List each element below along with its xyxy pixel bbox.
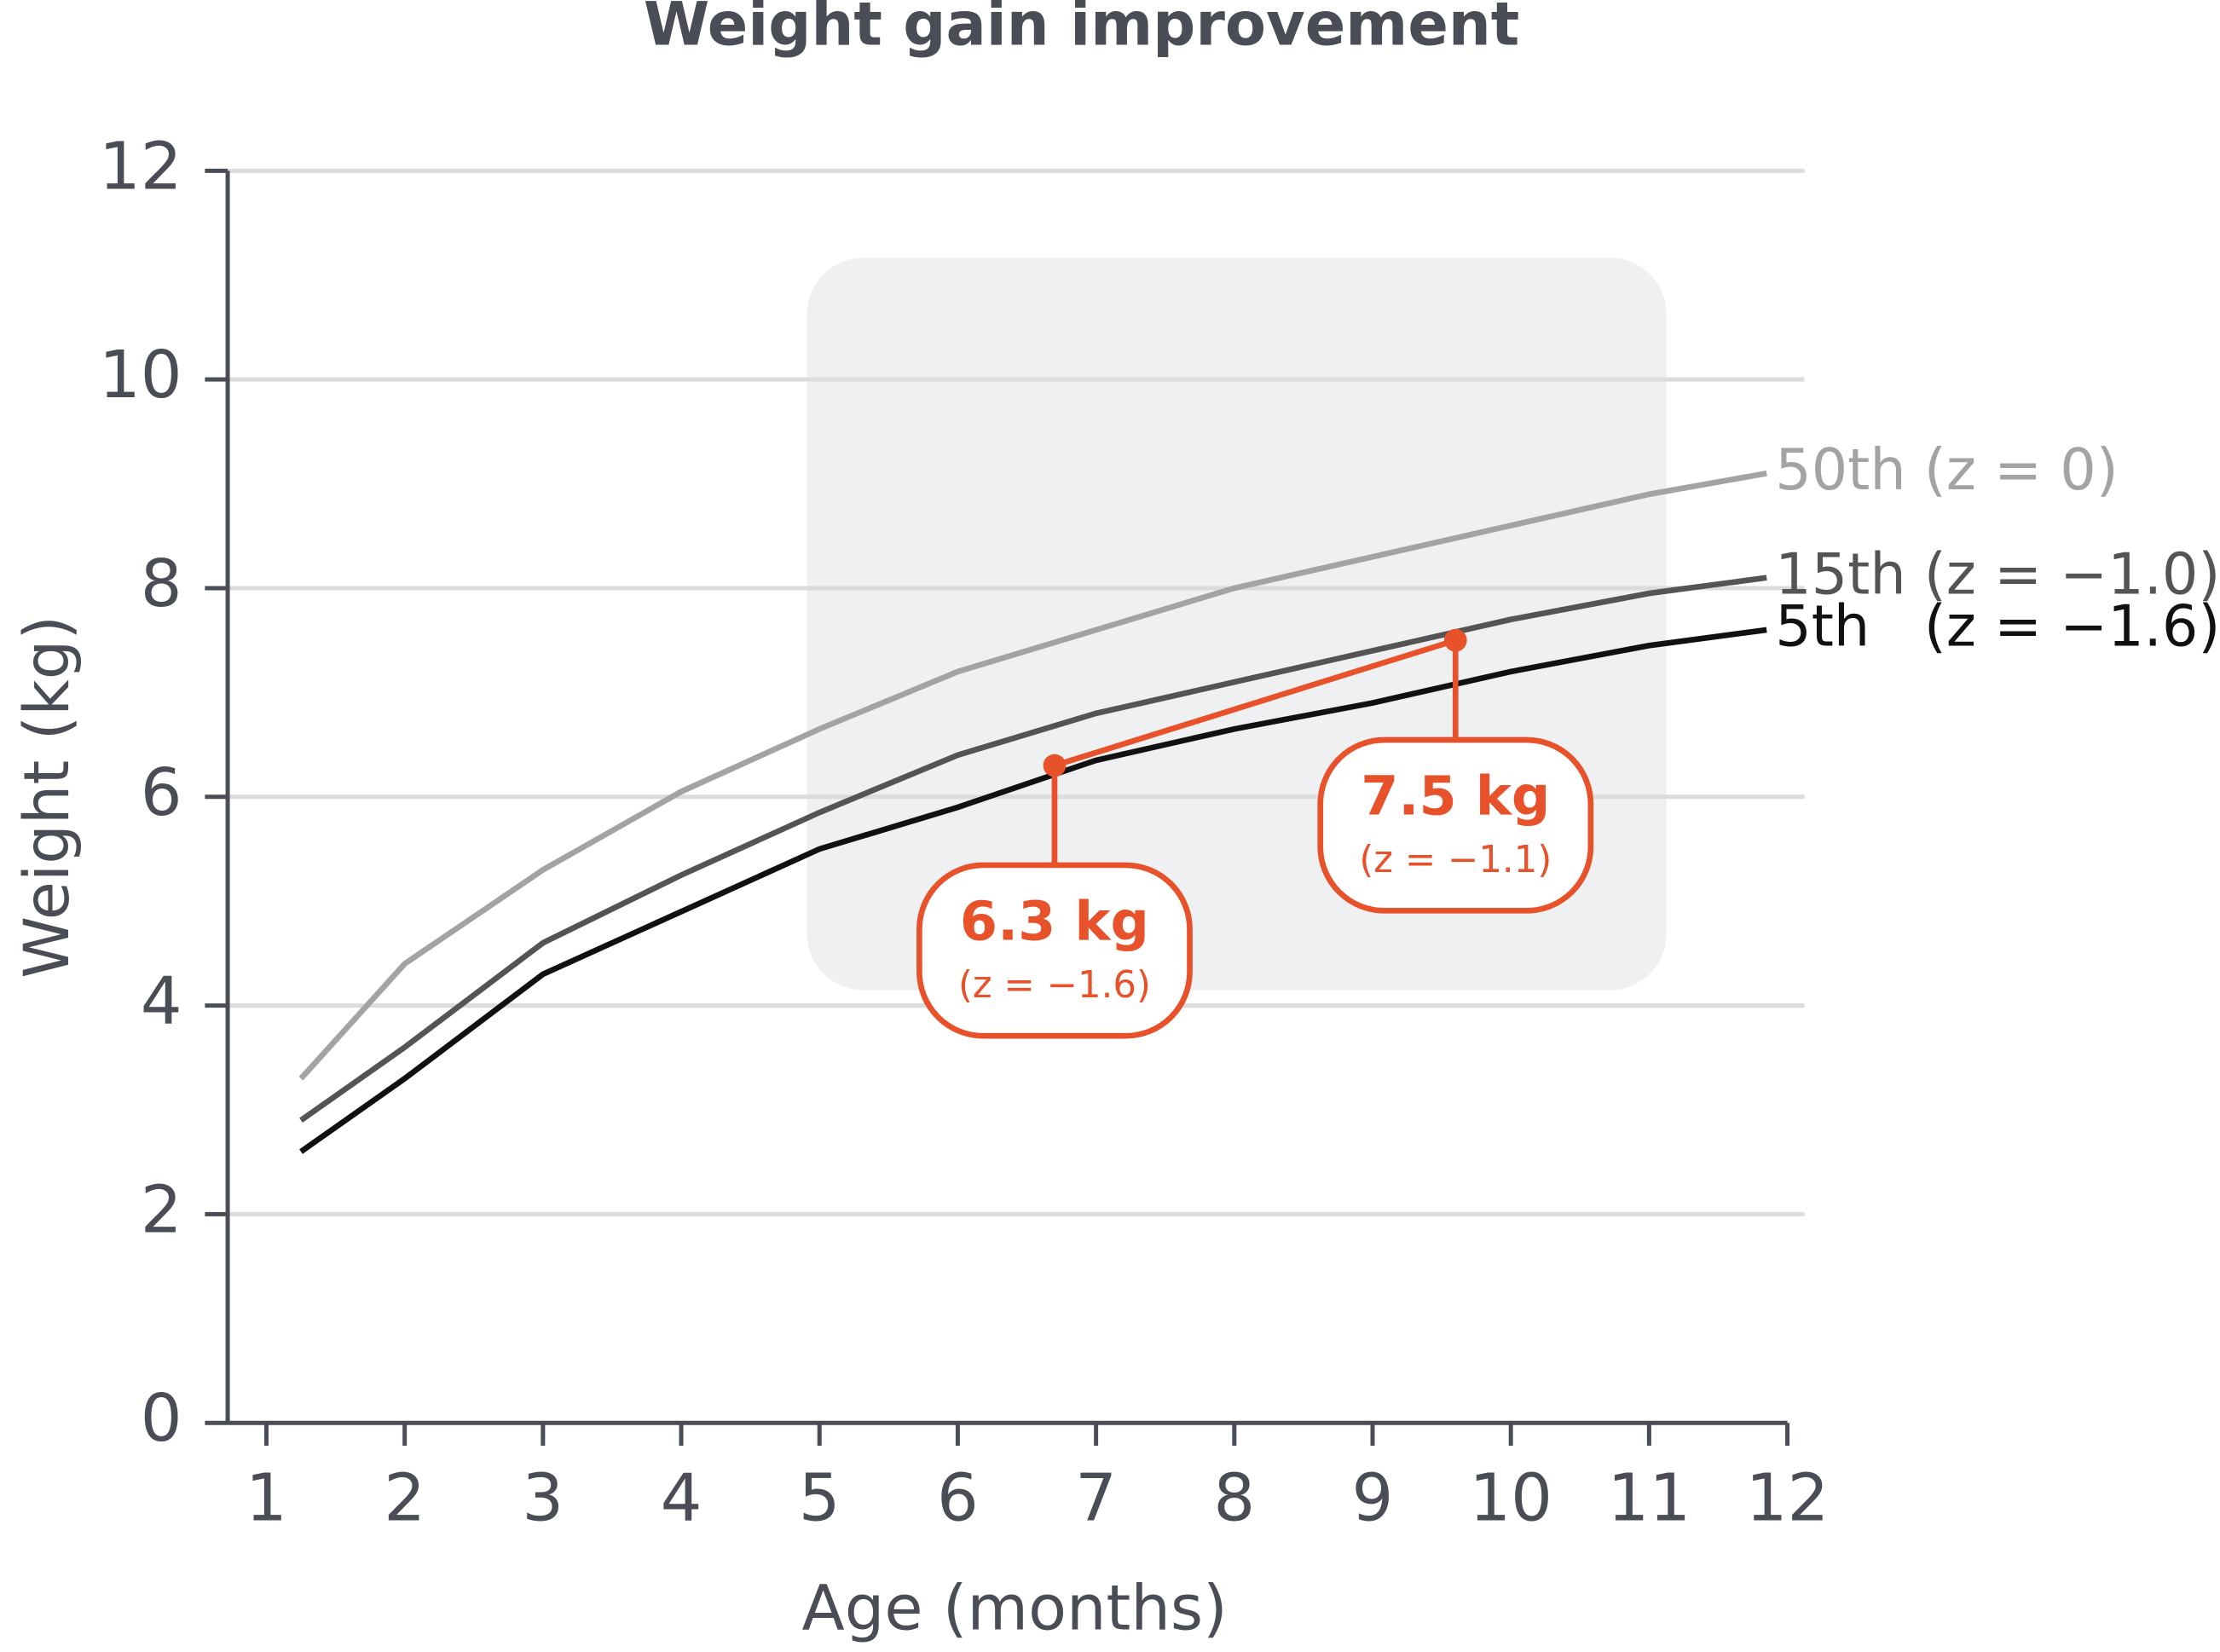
series-label: 5th (z = −1.6) (1775, 592, 2220, 659)
x-tick-label: 3 (522, 1461, 564, 1537)
x-tick-label: 8 (1213, 1461, 1255, 1537)
x-tick-label: 12 (1746, 1461, 1830, 1537)
callout-box (916, 862, 1193, 1039)
series-label: 15th (z = −1.0) (1775, 540, 2220, 607)
note-label: (z = −1.1) (1359, 839, 1552, 881)
series-line (299, 627, 1767, 1154)
y-tick-label: 12 (99, 129, 182, 205)
series-label: 50th (z = 0) (1775, 436, 2119, 503)
y-tick-label: 4 (141, 964, 182, 1040)
point (1443, 628, 1467, 652)
x-axis-label: Age (months) (802, 1572, 1228, 1644)
x-tick-label: 6 (937, 1461, 979, 1537)
point (1043, 754, 1067, 777)
x-tick-label: 7 (1075, 1461, 1117, 1537)
value-label: 7.5 kg (1361, 765, 1550, 828)
x-tick-label: 4 (661, 1461, 702, 1537)
x-tick-label: 5 (799, 1461, 841, 1537)
x-tick-label: 9 (1352, 1461, 1394, 1537)
note-label: (z = −1.6) (958, 964, 1151, 1007)
series-line (298, 471, 1767, 1081)
chart-title: Weight gain improvement (644, 0, 1519, 59)
x-tick-label: 11 (1608, 1461, 1691, 1537)
y-tick-label: 0 (141, 1381, 182, 1457)
x-tick-label: 1 (246, 1461, 287, 1537)
y-tick-label: 8 (141, 546, 182, 622)
trajectory-line (1053, 637, 1457, 769)
value-label: 6.3 kg (960, 890, 1149, 953)
series-line (299, 575, 1767, 1123)
y-tick-label: 2 (141, 1172, 182, 1248)
y-axis-label: Weight (kg) (11, 615, 84, 979)
x-tick-label: 10 (1469, 1461, 1552, 1537)
x-tick-label: 2 (384, 1461, 425, 1537)
callout-box (1317, 736, 1594, 914)
y-tick-label: 10 (99, 338, 182, 413)
y-tick-label: 6 (141, 755, 182, 831)
